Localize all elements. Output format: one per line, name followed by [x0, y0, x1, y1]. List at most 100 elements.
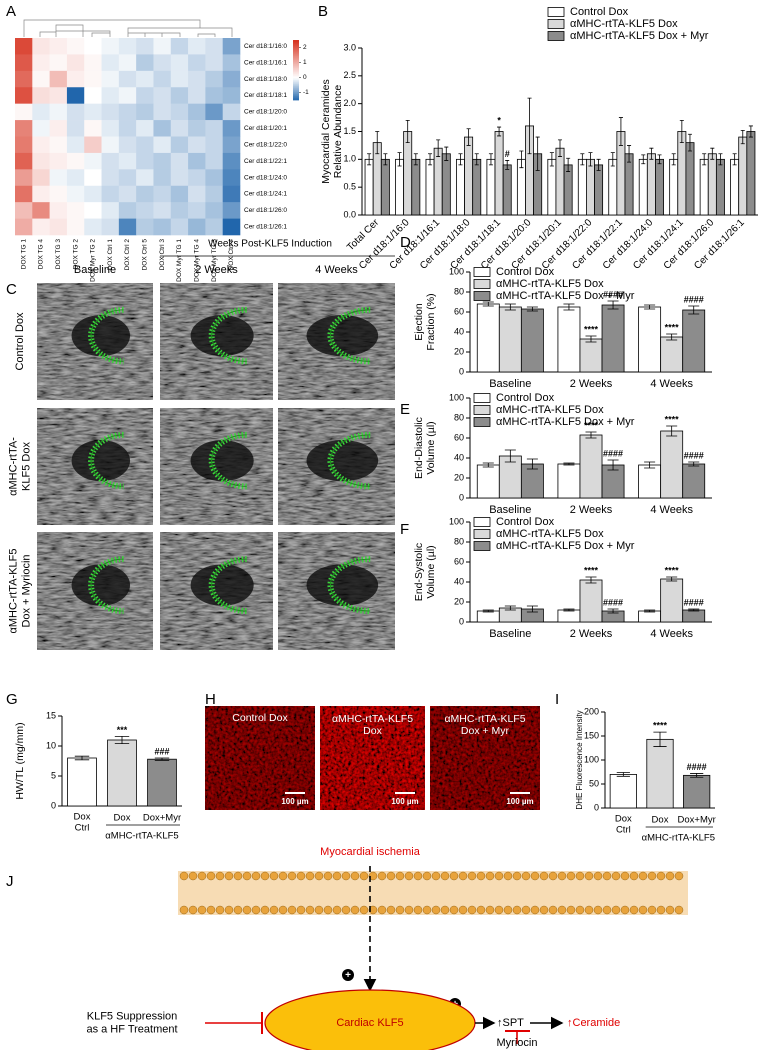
heat-cell	[32, 38, 50, 55]
lv-cavity	[190, 440, 254, 482]
significance-label: ####	[603, 448, 623, 458]
error-bar	[649, 147, 654, 160]
heat-cell	[66, 185, 85, 203]
row-label: Cer d18:1/16:1	[244, 59, 287, 66]
colorbar-step	[293, 52, 299, 55]
image-label: αMHC-rtTA-KLF5 Dox	[332, 713, 413, 737]
legend-label: αMHC-rtTA-KLF5 Dox + Myr	[496, 416, 635, 428]
colorbar-label: 0	[303, 74, 307, 81]
heat-cell	[205, 152, 223, 170]
error-bar	[748, 125, 753, 138]
y-tick-label: 5	[51, 770, 56, 780]
error-bar	[154, 757, 170, 761]
heat-cell	[136, 87, 154, 104]
heat-cell	[153, 120, 172, 137]
heat-cell	[222, 218, 241, 236]
lipid-head	[485, 871, 495, 881]
lipid-head	[314, 905, 324, 915]
lipid-head	[242, 871, 252, 881]
column-label: DOX TG 4	[38, 239, 45, 270]
strain-contour	[90, 434, 124, 487]
heat-cell	[118, 152, 137, 170]
lipid-head	[665, 905, 675, 915]
bar	[669, 158, 679, 216]
lipid-head	[269, 905, 279, 915]
lipid-head	[377, 871, 387, 881]
heat-cell	[170, 103, 189, 121]
lipid-head	[224, 905, 234, 915]
heat-cell	[136, 54, 154, 72]
y-tick-label: 40	[454, 576, 464, 586]
heat-cell	[222, 120, 241, 137]
lipid-head	[593, 871, 603, 881]
dendrogram	[23, 19, 233, 37]
significance-label: ****	[665, 565, 680, 575]
column-header: Baseline	[74, 264, 116, 276]
scale-bar-label: 100 µm	[506, 797, 533, 806]
heat-cell	[49, 103, 68, 121]
panel-letter: I	[555, 691, 559, 708]
heat-cell	[205, 202, 223, 219]
heat-cell	[84, 54, 102, 72]
heat-cell	[49, 87, 68, 104]
lipid-head	[674, 871, 684, 881]
heat-cell	[170, 169, 189, 187]
lipid-heads	[179, 871, 684, 915]
panel-letter: D	[400, 234, 411, 251]
row-label: Cer d18:1/22:1	[244, 158, 287, 165]
lipid-head	[611, 905, 621, 915]
error-bar	[687, 133, 692, 152]
heat-cell	[15, 103, 33, 121]
colorbar-step	[293, 72, 299, 75]
heat-cell	[32, 136, 50, 154]
error-bar	[526, 458, 538, 470]
heat-cell	[222, 185, 241, 203]
x-tick-label: 4 Weeks	[650, 628, 693, 640]
error-bar	[679, 119, 684, 144]
bar	[586, 158, 595, 216]
y-tick-label: 10	[46, 740, 56, 750]
colorbar-step	[293, 86, 299, 89]
legend-label: αMHC-rtTA-KLF5 Dox	[496, 278, 604, 290]
bar	[520, 308, 544, 373]
heat-cell	[49, 152, 68, 170]
colorbar-step	[293, 66, 299, 69]
bar	[685, 142, 695, 216]
heat-cell	[136, 202, 154, 219]
heat-cell	[15, 152, 33, 170]
error-bar	[732, 153, 737, 166]
lipid-head	[404, 871, 414, 881]
lipid-head	[413, 905, 423, 915]
error-bar	[383, 153, 388, 166]
error-bar	[616, 772, 630, 777]
y-tick-label: 40	[454, 326, 464, 336]
error-bar	[641, 154, 646, 165]
y-tick-label: 2.5	[343, 70, 356, 80]
heat-cell	[188, 103, 206, 121]
colorbar-step	[293, 94, 299, 97]
bar	[638, 306, 662, 373]
significance-label: ***	[117, 725, 128, 735]
heat-cell	[153, 218, 172, 236]
colorbar-step	[293, 88, 299, 91]
heat-cell	[32, 185, 50, 203]
y-tick-label: 1.0	[343, 154, 356, 164]
heat-cell	[188, 185, 206, 203]
colorbar-step	[293, 46, 299, 49]
heat-cell	[153, 87, 172, 104]
error-bar	[397, 152, 402, 167]
significance-label: #	[505, 149, 510, 159]
error-bar	[688, 305, 700, 315]
heat-cell	[188, 70, 206, 88]
y-tick-label: 100	[449, 266, 464, 276]
echo-header: Weeks Post-KLF5 Induction	[208, 239, 332, 250]
heat-cell	[222, 202, 241, 219]
y-tick-label: 20	[454, 346, 464, 356]
row-label: Cer d18:1/26:1	[244, 224, 287, 231]
lipid-head	[557, 905, 567, 915]
lipid-head	[665, 871, 675, 881]
heat-cell	[66, 202, 85, 219]
lipid-head	[422, 871, 432, 881]
significance-label: ****	[665, 414, 680, 424]
lipid-head	[296, 871, 306, 881]
